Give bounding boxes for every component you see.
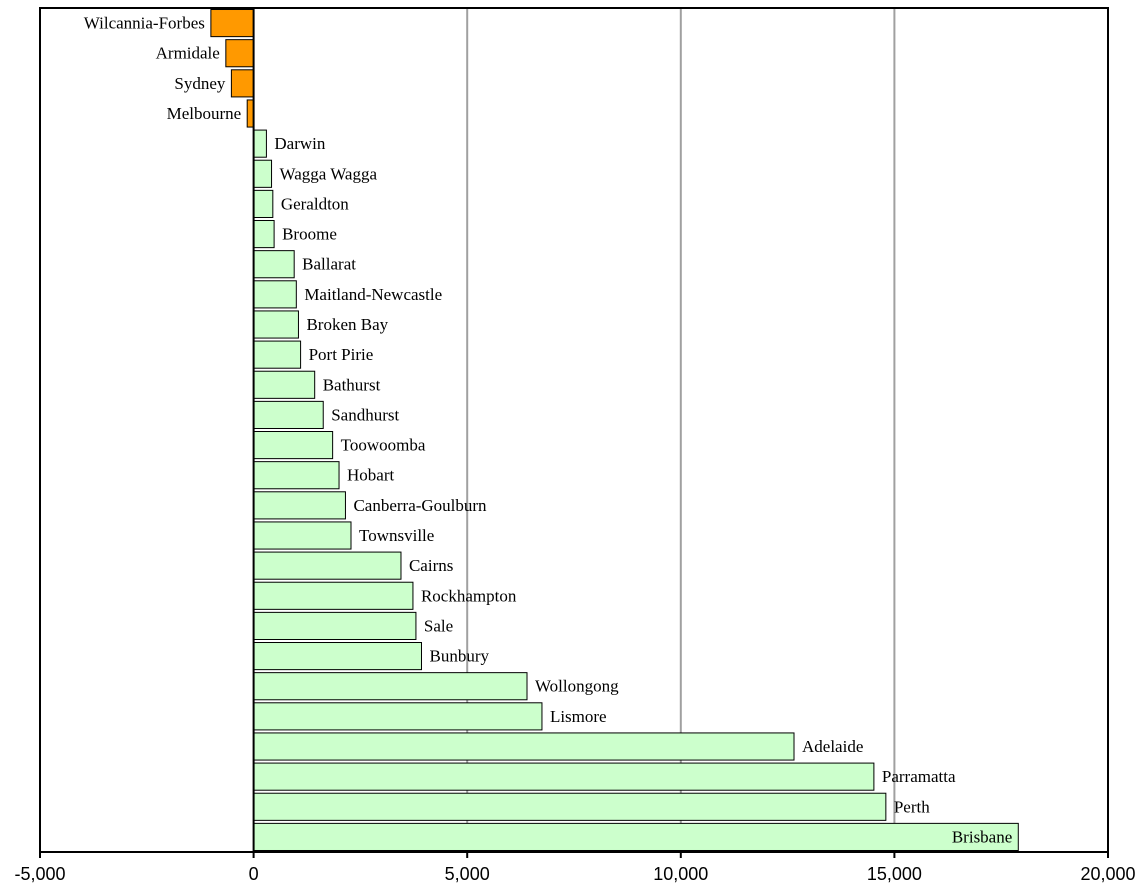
bar-11 (253, 340, 302, 369)
category-label-0: Wilcannia-Forbes (84, 14, 205, 33)
bar-17 (253, 521, 352, 550)
category-label-19: Rockhampton (421, 586, 517, 605)
bar-20 (253, 611, 417, 640)
bar-5 (253, 159, 273, 188)
category-label-2: Sydney (174, 74, 226, 93)
tick-label-1: 0 (249, 864, 259, 884)
category-label-13: Sandhurst (331, 405, 399, 424)
bar-19 (253, 581, 414, 610)
category-label-16: Canberra-Goulburn (353, 496, 487, 515)
category-label-4: Darwin (274, 134, 325, 153)
category-label-27: Brisbane (952, 827, 1012, 846)
tick-label-3: 10,000 (653, 864, 708, 884)
category-label-10: Broken Bay (306, 315, 388, 334)
bar-4 (253, 129, 267, 158)
category-label-22: Wollongong (535, 677, 619, 696)
bar-14 (253, 431, 334, 460)
category-label-7: Broome (282, 225, 337, 244)
category-label-11: Port Pirie (309, 345, 374, 364)
bar-9 (253, 280, 297, 309)
category-label-12: Bathurst (323, 375, 381, 394)
category-label-21: Bunbury (429, 647, 489, 666)
bar-21 (253, 642, 422, 671)
tick-label-0: -5,000 (14, 864, 65, 884)
bar-18 (253, 551, 402, 580)
bar-27 (253, 822, 1019, 851)
bar-2 (230, 69, 255, 98)
bar-16 (253, 491, 346, 520)
bar-26 (253, 792, 887, 821)
bar-13 (253, 400, 324, 429)
category-label-26: Perth (894, 797, 930, 816)
bar-6 (253, 189, 274, 218)
tick-label-2: 5,000 (445, 864, 490, 884)
category-label-8: Ballarat (302, 255, 356, 274)
category-label-20: Sale (424, 616, 453, 635)
category-label-5: Wagga Wagga (280, 164, 378, 183)
category-label-6: Geraldton (281, 194, 349, 213)
category-label-18: Cairns (409, 556, 453, 575)
bar-10 (253, 310, 299, 339)
bar-22 (253, 672, 528, 701)
category-label-1: Armidale (156, 44, 220, 63)
bar-12 (253, 370, 316, 399)
category-label-17: Townsville (359, 526, 434, 545)
category-label-3: Melbourne (167, 104, 242, 123)
bar-24 (253, 732, 795, 761)
bar-15 (253, 461, 340, 490)
bar-25 (253, 762, 875, 791)
bar-7 (253, 220, 275, 249)
bar-1 (225, 39, 255, 68)
bar-0 (210, 9, 255, 38)
tick-label-4: 15,000 (867, 864, 922, 884)
bars (210, 9, 1019, 851)
bar-8 (253, 250, 295, 279)
x-axis-ticks: -5,000 0 5,000 10,000 15,000 20,000 (14, 852, 1136, 884)
bar-23 (253, 702, 543, 731)
category-label-24: Adelaide (802, 737, 863, 756)
category-label-14: Toowoomba (341, 436, 426, 455)
category-label-15: Hobart (347, 466, 394, 485)
category-label-9: Maitland-Newcastle (304, 285, 442, 304)
category-labels: Wilcannia-Forbes Armidale Sydney Melbourne D… (84, 14, 1013, 847)
category-label-25: Parramatta (882, 767, 956, 786)
tick-label-5: 20,000 (1080, 864, 1135, 884)
category-label-23: Lismore (550, 707, 607, 726)
plot-area-border (39, 7, 1109, 853)
